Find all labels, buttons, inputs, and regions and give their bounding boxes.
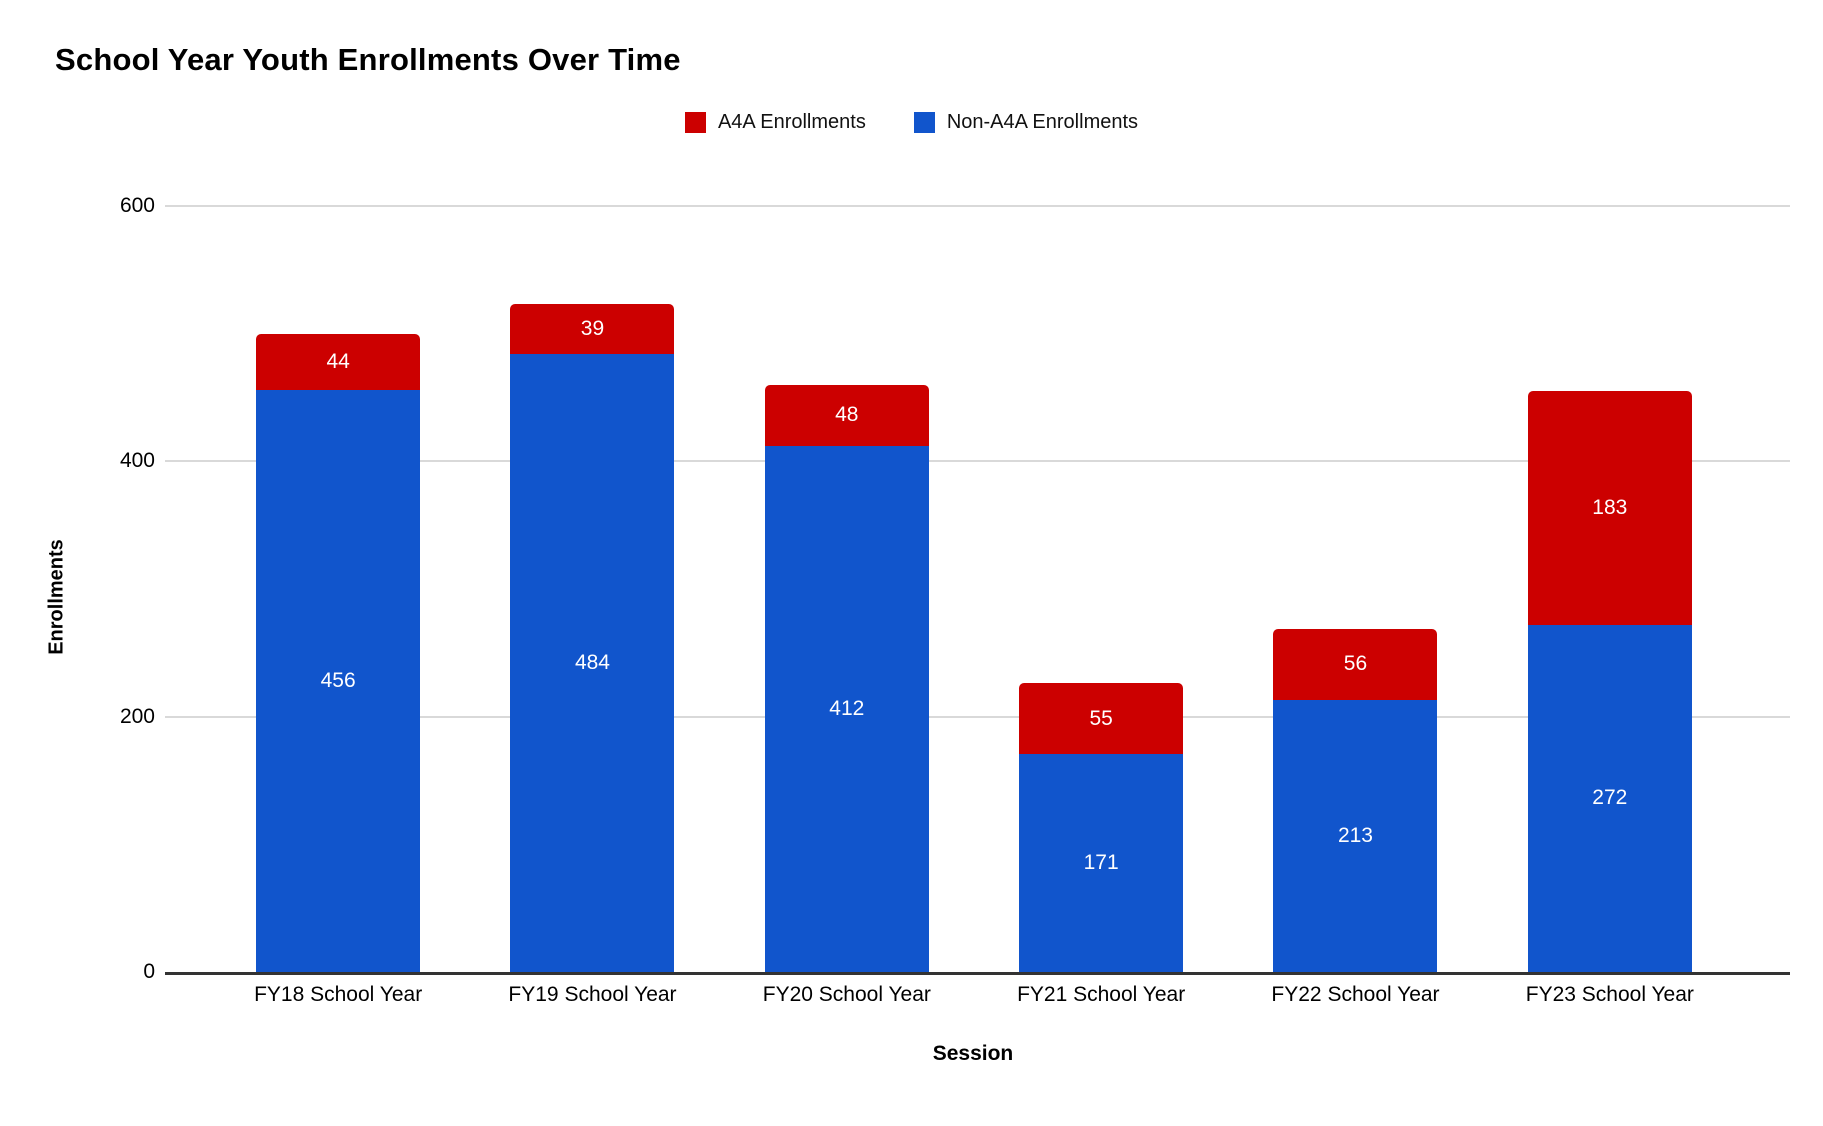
bar-fy23-school-year-a4a-enrollments-segment[interactable]: 183	[1527, 391, 1692, 625]
legend-item-a4a-enrollments[interactable]: A4A Enrollments	[684, 111, 866, 134]
legend-label-non-a4a: Non-A4A Enrollments	[946, 111, 1139, 133]
bar-value-label: 171	[1083, 850, 1119, 874]
bar-value-label: 39	[580, 317, 605, 341]
bar-fy19-school-year-a4a-enrollments-segment[interactable]: 39	[510, 304, 675, 355]
x-tick-label-fy23-school-year: FY23 School Year	[1525, 983, 1694, 1006]
bar-value-label: 412	[829, 696, 865, 720]
legend: A4A Enrollments Non-A4A Enrollments	[0, 111, 1823, 134]
bar-fy20-school-year: 48 412	[764, 384, 929, 972]
y-tick-label-0: 0	[143, 960, 155, 983]
gridline-600	[165, 205, 1790, 207]
bar-value-label: 272	[1592, 786, 1628, 810]
bar-fy22-school-year-a4a-enrollments-segment[interactable]: 56	[1273, 628, 1438, 701]
legend-label-a4a: A4A Enrollments	[717, 111, 866, 133]
bar-value-label: 213	[1337, 824, 1373, 847]
bar-value-label: 55	[1089, 706, 1113, 730]
bar-value-label: 183	[1592, 495, 1628, 519]
gridline-400	[165, 460, 1790, 463]
legend-item-non-a4a-enrollments[interactable]: Non-A4A Enrollments	[913, 111, 1139, 134]
bar-value-label: 44	[326, 349, 350, 373]
x-tick-label-fy22-school-year: FY22 School Year	[1271, 983, 1440, 1006]
bar-fy21-school-year-non-a4a-enrollments-segment[interactable]: 171	[1019, 753, 1184, 972]
x-tick-label-fy21-school-year: FY21 School Year	[1017, 983, 1186, 1006]
bar-fy21-school-year-a4a-enrollments-segment[interactable]: 55	[1019, 683, 1184, 754]
bar-fy19-school-year-non-a4a-enrollments-segment[interactable]: 484	[510, 354, 675, 972]
bar-fy18-school-year: 44 456	[256, 333, 421, 972]
bar-fy19-school-year: 39 484	[510, 304, 675, 972]
y-axis-title: Enrollments	[45, 539, 68, 655]
x-axis-title: Session	[932, 1042, 1014, 1065]
x-tick-label-fy18-school-year: FY18 School Year	[254, 983, 423, 1006]
bar-value-label: 48	[835, 403, 859, 427]
bar-fy22-school-year-non-a4a-enrollments-segment[interactable]: 213	[1273, 700, 1438, 972]
bar-fy18-school-year-non-a4a-enrollments-segment[interactable]: 456	[256, 389, 421, 972]
y-tick-label-400: 400	[119, 449, 155, 473]
bar-value-label: 484	[574, 651, 610, 675]
bar-fy20-school-year-non-a4a-enrollments-segment[interactable]: 412	[764, 445, 929, 972]
chart-title: School Year Youth Enrollments Over Time	[55, 42, 681, 77]
bar-value-label: 56	[1343, 652, 1368, 676]
legend-swatch-icon-a4a	[684, 112, 706, 133]
bar-fy20-school-year-a4a-enrollments-segment[interactable]: 48	[764, 384, 929, 446]
bar-fy23-school-year-non-a4a-enrollments-segment[interactable]: 272	[1527, 624, 1692, 972]
gridline-200	[165, 715, 1790, 718]
y-tick-label-600: 600	[119, 194, 155, 217]
x-tick-label-fy20-school-year: FY20 School Year	[762, 983, 931, 1006]
x-tick-label-fy19-school-year: FY19 School Year	[508, 983, 677, 1006]
bar-fy21-school-year: 55 171	[1019, 683, 1184, 972]
legend-swatch-icon-non-a4a	[913, 112, 935, 133]
y-tick-label-200: 200	[119, 704, 155, 728]
bar-fy23-school-year: 183 272	[1527, 391, 1692, 972]
bar-value-label: 456	[320, 668, 356, 692]
bar-fy18-school-year-a4a-enrollments-segment[interactable]: 44	[256, 333, 421, 390]
x-axis-line	[165, 972, 1790, 975]
bar-fy22-school-year: 56 213	[1273, 628, 1438, 972]
